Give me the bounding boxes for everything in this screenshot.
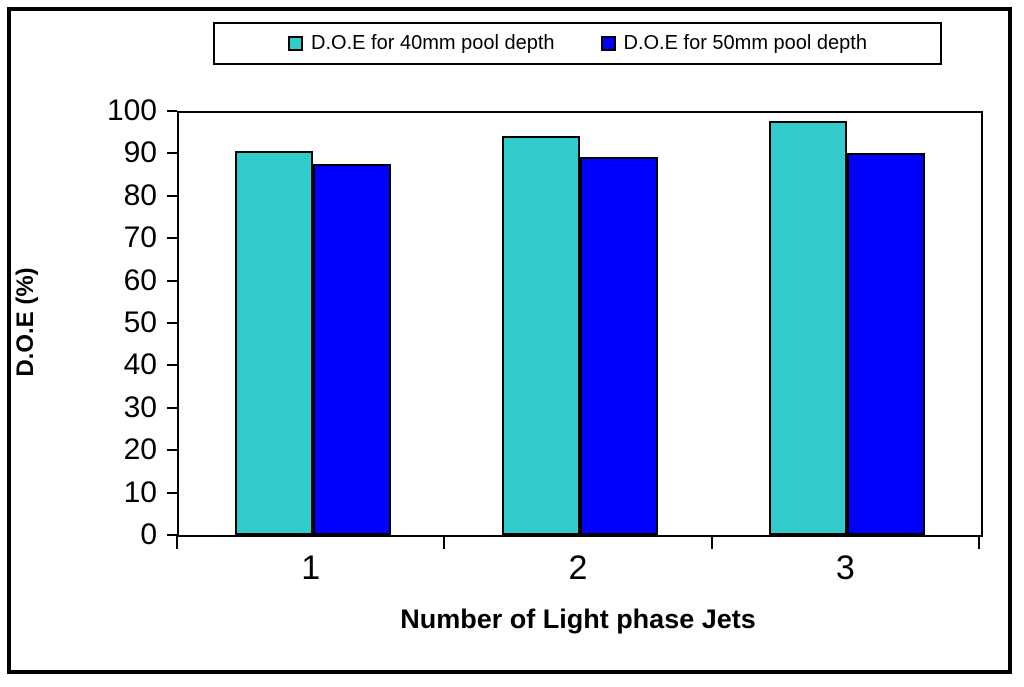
y-axis-tick-label: 80 <box>123 178 157 212</box>
y-axis-tick-label: 70 <box>123 221 157 255</box>
legend-label-40mm: D.O.E for 40mm pool depth <box>311 32 555 54</box>
y-axis-tick-mark <box>167 152 177 155</box>
x-axis-tick-mark <box>443 535 446 549</box>
x-axis-category-label: 1 <box>301 549 321 587</box>
y-axis-tick-label: 40 <box>123 348 157 382</box>
x-axis-title: Number of Light phase Jets <box>400 604 756 634</box>
y-axis-tick-labels: 0 10 20 30 40 50 60 70 80 90 100 <box>75 96 157 550</box>
y-axis-tick-label: 60 <box>123 263 157 297</box>
y-axis-tick-label: 10 <box>123 475 157 509</box>
y-axis-tick-mark <box>167 322 177 324</box>
y-axis-tick-mark <box>167 449 177 452</box>
x-axis-tick-mark <box>710 535 713 549</box>
y-axis-tick-label: 100 <box>106 94 157 127</box>
y-axis-tick-label: 0 <box>140 518 157 551</box>
y-axis-tick-label: 90 <box>123 136 157 170</box>
x-axis-category-label: 3 <box>835 549 855 587</box>
legend-swatch-40mm-icon <box>288 36 304 51</box>
bar-series1-cat2 <box>580 157 658 535</box>
bar-series1-cat1 <box>312 163 391 535</box>
legend-label-50mm: D.O.E for 50mm pool depth <box>623 32 867 54</box>
y-axis-tick-label: 30 <box>123 390 157 424</box>
legend-entry-50mm: D.O.E for 50mm pool depth <box>600 32 867 55</box>
x-axis-category-label: 2 <box>568 549 588 587</box>
legend-swatch-50mm-icon <box>600 36 616 51</box>
bar-series0-cat1 <box>234 150 313 535</box>
plot-area <box>177 111 983 537</box>
bar-series0-cat2 <box>502 136 580 535</box>
y-axis-tick-mark <box>167 194 177 197</box>
y-axis-tick-mark <box>167 534 177 536</box>
legend-entry-40mm: D.O.E for 40mm pool depth <box>288 32 555 55</box>
y-axis-tick-marks <box>167 110 177 536</box>
y-axis-tick-label: 50 <box>123 306 157 339</box>
y-axis-title: D.O.E (%) <box>12 267 39 377</box>
y-axis-tick-mark <box>167 491 177 494</box>
bar-series0-cat3 <box>769 121 848 535</box>
bar-series1-cat3 <box>847 153 926 535</box>
x-axis-tick-mark <box>176 535 178 549</box>
y-axis-tick-mark <box>167 279 177 282</box>
x-axis-category-labels: 1 2 3 <box>177 551 979 593</box>
y-axis-tick-mark <box>167 110 177 112</box>
legend: D.O.E for 40mm pool depth D.O.E for 50mm… <box>213 22 942 65</box>
y-axis-tick-mark <box>167 364 177 367</box>
y-axis-tick-label: 20 <box>123 433 157 467</box>
x-axis-tick-marks <box>176 535 981 549</box>
x-axis-tick-mark <box>978 535 980 549</box>
y-axis-tick-mark <box>167 237 177 240</box>
y-axis-tick-mark <box>167 406 177 409</box>
